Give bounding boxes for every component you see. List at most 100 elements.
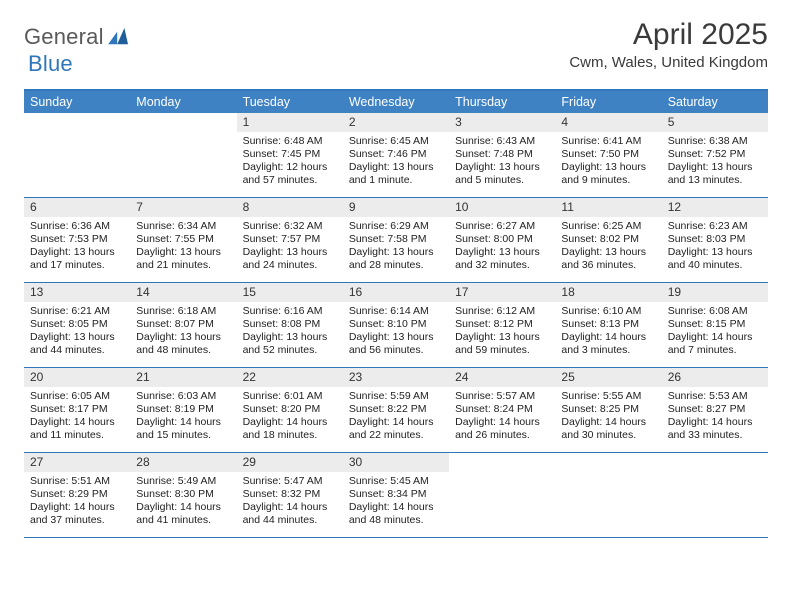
daylight-text: Daylight: 14 hours	[561, 416, 655, 429]
sunrise-text: Sunrise: 6:45 AM	[349, 135, 443, 148]
weekday-thursday: Thursday	[449, 91, 555, 113]
month-title: April 2025	[569, 18, 768, 52]
daylight-text: and 36 minutes.	[561, 259, 655, 272]
day-body: Sunrise: 6:05 AMSunset: 8:17 PMDaylight:…	[24, 387, 130, 448]
day-number: 9	[343, 198, 449, 217]
daylight-text: and 56 minutes.	[349, 344, 443, 357]
day-number: 30	[343, 453, 449, 472]
daylight-text: and 52 minutes.	[243, 344, 337, 357]
day-cell: 24Sunrise: 5:57 AMSunset: 8:24 PMDayligh…	[449, 368, 555, 452]
day-body: Sunrise: 6:27 AMSunset: 8:00 PMDaylight:…	[449, 217, 555, 278]
daylight-text: Daylight: 13 hours	[455, 246, 549, 259]
day-body: Sunrise: 6:14 AMSunset: 8:10 PMDaylight:…	[343, 302, 449, 363]
page: General April 2025 Cwm, Wales, United Ki…	[0, 0, 792, 538]
daylight-text: and 21 minutes.	[136, 259, 230, 272]
day-cell: 29Sunrise: 5:47 AMSunset: 8:32 PMDayligh…	[237, 453, 343, 537]
day-body: Sunrise: 6:12 AMSunset: 8:12 PMDaylight:…	[449, 302, 555, 363]
sunset-text: Sunset: 8:25 PM	[561, 403, 655, 416]
day-cell: 2Sunrise: 6:45 AMSunset: 7:46 PMDaylight…	[343, 113, 449, 197]
sunset-text: Sunset: 8:12 PM	[455, 318, 549, 331]
daylight-text: Daylight: 14 hours	[455, 416, 549, 429]
sunset-text: Sunset: 8:32 PM	[243, 488, 337, 501]
day-cell: 19Sunrise: 6:08 AMSunset: 8:15 PMDayligh…	[662, 283, 768, 367]
sunset-text: Sunset: 8:00 PM	[455, 233, 549, 246]
day-cell: 28Sunrise: 5:49 AMSunset: 8:30 PMDayligh…	[130, 453, 236, 537]
sunset-text: Sunset: 8:22 PM	[349, 403, 443, 416]
day-cell: 4Sunrise: 6:41 AMSunset: 7:50 PMDaylight…	[555, 113, 661, 197]
brand-name-a: General	[24, 24, 104, 50]
sunrise-text: Sunrise: 5:51 AM	[30, 475, 124, 488]
daylight-text: and 22 minutes.	[349, 429, 443, 442]
week-row: 20Sunrise: 6:05 AMSunset: 8:17 PMDayligh…	[24, 368, 768, 453]
sunset-text: Sunset: 8:17 PM	[30, 403, 124, 416]
daylight-text: and 44 minutes.	[30, 344, 124, 357]
week-row: 6Sunrise: 6:36 AMSunset: 7:53 PMDaylight…	[24, 198, 768, 283]
day-number: 27	[24, 453, 130, 472]
daylight-text: Daylight: 13 hours	[455, 331, 549, 344]
sunset-text: Sunset: 8:30 PM	[136, 488, 230, 501]
daylight-text: Daylight: 13 hours	[243, 331, 337, 344]
day-number: 20	[24, 368, 130, 387]
empty-cell	[555, 453, 661, 537]
sunrise-text: Sunrise: 6:14 AM	[349, 305, 443, 318]
sunset-text: Sunset: 8:08 PM	[243, 318, 337, 331]
day-body: Sunrise: 5:47 AMSunset: 8:32 PMDaylight:…	[237, 472, 343, 533]
daylight-text: Daylight: 14 hours	[668, 416, 762, 429]
daylight-text: Daylight: 13 hours	[30, 331, 124, 344]
daylight-text: and 13 minutes.	[668, 174, 762, 187]
daylight-text: and 48 minutes.	[136, 344, 230, 357]
day-cell: 17Sunrise: 6:12 AMSunset: 8:12 PMDayligh…	[449, 283, 555, 367]
sunrise-text: Sunrise: 6:27 AM	[455, 220, 549, 233]
daylight-text: Daylight: 13 hours	[243, 246, 337, 259]
day-number: 22	[237, 368, 343, 387]
day-number: 28	[130, 453, 236, 472]
sunset-text: Sunset: 8:34 PM	[349, 488, 443, 501]
day-body: Sunrise: 6:23 AMSunset: 8:03 PMDaylight:…	[662, 217, 768, 278]
weekday-row: SundayMondayTuesdayWednesdayThursdayFrid…	[24, 91, 768, 113]
day-number: 19	[662, 283, 768, 302]
day-cell: 15Sunrise: 6:16 AMSunset: 8:08 PMDayligh…	[237, 283, 343, 367]
day-cell: 12Sunrise: 6:23 AMSunset: 8:03 PMDayligh…	[662, 198, 768, 282]
sunrise-text: Sunrise: 6:43 AM	[455, 135, 549, 148]
sunrise-text: Sunrise: 6:38 AM	[668, 135, 762, 148]
sunrise-text: Sunrise: 6:01 AM	[243, 390, 337, 403]
daylight-text: Daylight: 13 hours	[561, 246, 655, 259]
day-cell: 30Sunrise: 5:45 AMSunset: 8:34 PMDayligh…	[343, 453, 449, 537]
day-body: Sunrise: 6:21 AMSunset: 8:05 PMDaylight:…	[24, 302, 130, 363]
daylight-text: Daylight: 14 hours	[349, 501, 443, 514]
day-number: 8	[237, 198, 343, 217]
day-number: 11	[555, 198, 661, 217]
sunset-text: Sunset: 8:29 PM	[30, 488, 124, 501]
daylight-text: and 18 minutes.	[243, 429, 337, 442]
day-number: 10	[449, 198, 555, 217]
daylight-text: Daylight: 13 hours	[455, 161, 549, 174]
sunset-text: Sunset: 7:52 PM	[668, 148, 762, 161]
daylight-text: and 3 minutes.	[561, 344, 655, 357]
daylight-text: Daylight: 13 hours	[136, 246, 230, 259]
sunrise-text: Sunrise: 6:34 AM	[136, 220, 230, 233]
daylight-text: and 59 minutes.	[455, 344, 549, 357]
day-body: Sunrise: 6:38 AMSunset: 7:52 PMDaylight:…	[662, 132, 768, 193]
sunrise-text: Sunrise: 6:18 AM	[136, 305, 230, 318]
daylight-text: Daylight: 13 hours	[349, 161, 443, 174]
daylight-text: Daylight: 14 hours	[561, 331, 655, 344]
day-number: 7	[130, 198, 236, 217]
day-cell: 14Sunrise: 6:18 AMSunset: 8:07 PMDayligh…	[130, 283, 236, 367]
day-body: Sunrise: 6:16 AMSunset: 8:08 PMDaylight:…	[237, 302, 343, 363]
sunset-text: Sunset: 8:03 PM	[668, 233, 762, 246]
day-cell: 5Sunrise: 6:38 AMSunset: 7:52 PMDaylight…	[662, 113, 768, 197]
day-number: 24	[449, 368, 555, 387]
day-body: Sunrise: 5:53 AMSunset: 8:27 PMDaylight:…	[662, 387, 768, 448]
title-block: April 2025 Cwm, Wales, United Kingdom	[569, 18, 768, 71]
sunrise-text: Sunrise: 6:48 AM	[243, 135, 337, 148]
day-cell: 20Sunrise: 6:05 AMSunset: 8:17 PMDayligh…	[24, 368, 130, 452]
brand-name-b: Blue	[28, 51, 73, 77]
daylight-text: Daylight: 14 hours	[30, 416, 124, 429]
sunrise-text: Sunrise: 6:41 AM	[561, 135, 655, 148]
daylight-text: Daylight: 14 hours	[136, 501, 230, 514]
sunrise-text: Sunrise: 5:53 AM	[668, 390, 762, 403]
day-number: 12	[662, 198, 768, 217]
daylight-text: and 11 minutes.	[30, 429, 124, 442]
week-row: 13Sunrise: 6:21 AMSunset: 8:05 PMDayligh…	[24, 283, 768, 368]
day-cell: 23Sunrise: 5:59 AMSunset: 8:22 PMDayligh…	[343, 368, 449, 452]
